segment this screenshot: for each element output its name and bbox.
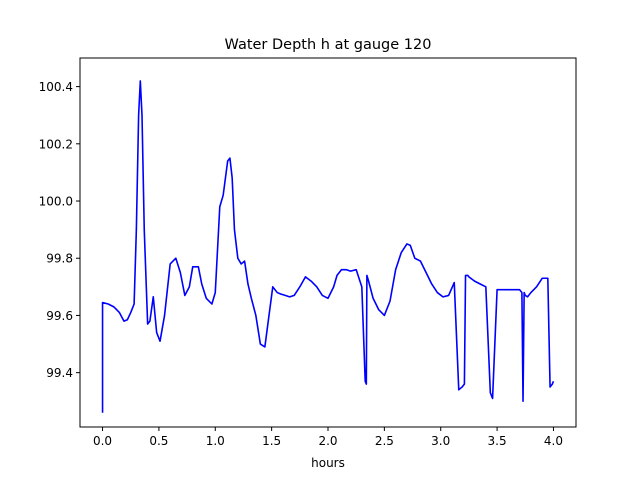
x-tick-label: 2.5 — [375, 434, 394, 448]
y-tick-label: 99.4 — [46, 366, 73, 380]
y-tick-label: 99.6 — [46, 309, 73, 323]
y-tick-label: 99.8 — [46, 252, 73, 266]
y-tick-label: 100.2 — [39, 137, 73, 151]
series-line-0 — [101, 80, 555, 413]
x-axis-label: hours — [311, 456, 345, 470]
x-axis: 0.0 0.5 1.0 1.5 2.0 2.5 3.0 3.5 4.0 — [93, 427, 563, 448]
x-tick-label: 2.0 — [318, 434, 337, 448]
x-tick-label: 3.5 — [488, 434, 507, 448]
y-axis: 99.4 99.6 99.8 100.0 100.2 100.4 — [39, 80, 80, 380]
x-tick-label: 0.0 — [93, 434, 112, 448]
x-tick-label: 1.0 — [206, 434, 225, 448]
x-tick-label: 0.5 — [149, 434, 168, 448]
x-tick-label: 3.0 — [431, 434, 450, 448]
chart-title: Water Depth h at gauge 120 — [225, 37, 432, 53]
plot-area — [101, 80, 555, 413]
y-tick-label: 100.0 — [39, 195, 73, 209]
x-tick-label: 4.0 — [544, 434, 563, 448]
x-tick-label: 1.5 — [262, 434, 281, 448]
y-tick-label: 100.4 — [39, 80, 73, 94]
